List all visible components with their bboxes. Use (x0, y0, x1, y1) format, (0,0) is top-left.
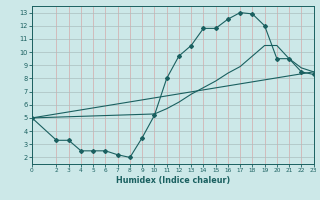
X-axis label: Humidex (Indice chaleur): Humidex (Indice chaleur) (116, 176, 230, 185)
